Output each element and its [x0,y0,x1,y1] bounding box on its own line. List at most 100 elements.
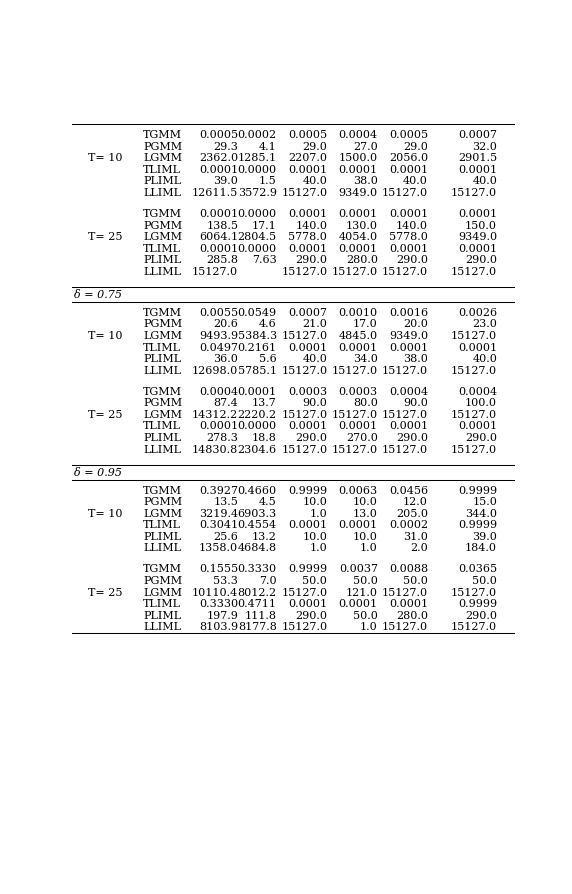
Text: 2220.2: 2220.2 [237,409,277,420]
Text: 50.0: 50.0 [353,611,378,620]
Text: LGMM: LGMM [144,587,182,597]
Text: 38.0: 38.0 [353,176,378,186]
Text: PGMM: PGMM [144,497,182,507]
Text: 15127.0: 15127.0 [382,587,428,597]
Text: 290.0: 290.0 [295,433,327,443]
Text: 0.2161: 0.2161 [237,342,277,352]
Text: 31.0: 31.0 [403,532,428,542]
Text: 0.0002: 0.0002 [237,131,277,140]
Text: 15127.0: 15127.0 [281,444,327,454]
Text: 2804.5: 2804.5 [237,232,277,242]
Text: 0.9999: 0.9999 [458,599,497,609]
Text: 1.0: 1.0 [309,509,327,519]
Text: 0.3330: 0.3330 [199,599,238,609]
Text: T= 25: T= 25 [88,587,122,597]
Text: 290.0: 290.0 [465,611,497,620]
Text: 0.0001: 0.0001 [288,520,327,530]
Text: 2.0: 2.0 [410,544,428,553]
Text: LGMM: LGMM [144,153,182,164]
Text: 0.0001: 0.0001 [339,599,378,609]
Text: 15127.0: 15127.0 [281,366,327,375]
Text: 7.0: 7.0 [259,576,277,586]
Text: 1.0: 1.0 [309,544,327,553]
Text: 344.0: 344.0 [465,509,497,519]
Text: 0.0004: 0.0004 [458,387,497,397]
Text: 2207.0: 2207.0 [288,153,327,164]
Text: 285.8: 285.8 [206,256,238,266]
Text: δ = 0.95: δ = 0.95 [74,468,122,478]
Text: 0.0365: 0.0365 [458,564,497,575]
Text: 0.1555: 0.1555 [199,564,238,575]
Text: 53.3: 53.3 [213,576,238,586]
Text: 4684.8: 4684.8 [237,544,277,553]
Text: TLIML: TLIML [144,244,181,254]
Text: PGMM: PGMM [144,576,182,586]
Text: 15.0: 15.0 [472,497,497,507]
Text: 15127.0: 15127.0 [281,266,327,277]
Text: 0.0005: 0.0005 [389,131,428,140]
Text: 12698.0: 12698.0 [192,366,238,375]
Text: 150.0: 150.0 [465,221,497,231]
Text: TGMM: TGMM [144,209,182,219]
Text: LLIML: LLIML [144,544,181,553]
Text: 21.0: 21.0 [303,319,327,329]
Text: 0.0001: 0.0001 [458,421,497,432]
Text: 0.0001: 0.0001 [339,164,378,175]
Text: PGMM: PGMM [144,221,182,231]
Text: 0.0001: 0.0001 [288,244,327,254]
Text: 0.3041: 0.3041 [199,520,238,530]
Text: 6064.1: 6064.1 [199,232,238,242]
Text: 100.0: 100.0 [465,399,497,409]
Text: 0.0001: 0.0001 [339,244,378,254]
Text: 80.0: 80.0 [353,399,378,409]
Text: 50.0: 50.0 [403,576,428,586]
Text: 17.0: 17.0 [353,319,378,329]
Text: 50.0: 50.0 [353,576,378,586]
Text: 0.0004: 0.0004 [339,131,378,140]
Text: 90.0: 90.0 [303,399,327,409]
Text: 90.0: 90.0 [403,399,428,409]
Text: 0.0004: 0.0004 [389,387,428,397]
Text: 0.0001: 0.0001 [339,421,378,432]
Text: 15127.0: 15127.0 [281,188,327,198]
Text: 3219.4: 3219.4 [199,509,238,519]
Text: 138.5: 138.5 [206,221,238,231]
Text: 0.0003: 0.0003 [288,387,327,397]
Text: 0.9999: 0.9999 [458,485,497,495]
Text: 5778.0: 5778.0 [288,232,327,242]
Text: 270.0: 270.0 [346,433,378,443]
Text: TLIML: TLIML [144,421,181,432]
Text: 15127.0: 15127.0 [332,266,378,277]
Text: 0.0001: 0.0001 [288,342,327,352]
Text: 0.9999: 0.9999 [288,485,327,495]
Text: 197.9: 197.9 [206,611,238,620]
Text: 290.0: 290.0 [295,611,327,620]
Text: 0.0001: 0.0001 [458,342,497,352]
Text: PLIML: PLIML [144,176,181,186]
Text: 4.6: 4.6 [259,319,277,329]
Text: T= 25: T= 25 [88,232,122,242]
Text: 2056.0: 2056.0 [389,153,428,164]
Text: LLIML: LLIML [144,366,181,375]
Text: 0.0001: 0.0001 [288,599,327,609]
Text: 0.0000: 0.0000 [237,164,277,175]
Text: 290.0: 290.0 [465,433,497,443]
Text: 0.0001: 0.0001 [389,421,428,432]
Text: 4054.0: 4054.0 [339,232,378,242]
Text: 0.0001: 0.0001 [389,342,428,352]
Text: T= 10: T= 10 [88,153,122,164]
Text: 23.0: 23.0 [472,319,497,329]
Text: TGMM: TGMM [144,564,182,575]
Text: 15127.0: 15127.0 [382,266,428,277]
Text: 15127.0: 15127.0 [451,266,497,277]
Text: 29.0: 29.0 [403,141,428,152]
Text: 15127.0: 15127.0 [382,622,428,632]
Text: 10.0: 10.0 [353,497,378,507]
Text: 18.8: 18.8 [252,433,277,443]
Text: 0.0000: 0.0000 [237,421,277,432]
Text: 10.0: 10.0 [353,532,378,542]
Text: 14312.2: 14312.2 [192,409,238,420]
Text: LLIML: LLIML [144,622,181,632]
Text: 0.0001: 0.0001 [339,520,378,530]
Text: 184.0: 184.0 [465,544,497,553]
